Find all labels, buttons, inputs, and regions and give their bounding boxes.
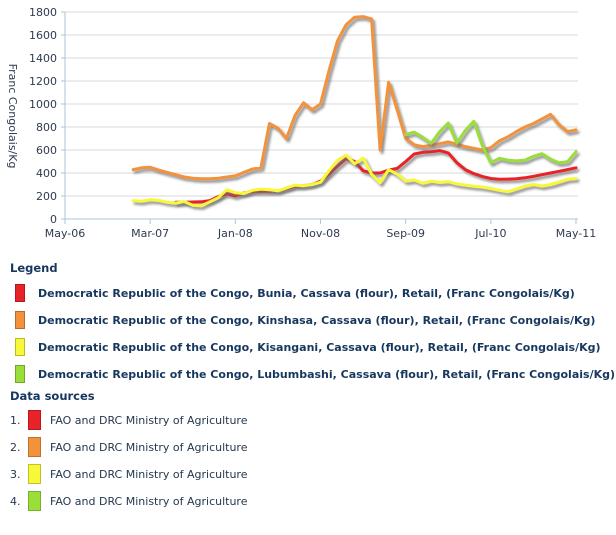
y-tick-label: 1400 bbox=[29, 52, 57, 65]
legend-swatch-yellow-icon bbox=[15, 338, 25, 356]
y-tick-label: 1800 bbox=[29, 6, 57, 19]
legend-swatch-red-icon bbox=[15, 284, 25, 302]
legend-swatch-orange-icon bbox=[15, 311, 25, 329]
legend-item-lubumbashi: Democratic Republic of the Congo, Lubumb… bbox=[15, 365, 616, 383]
y-tick-label: 800 bbox=[36, 121, 57, 134]
x-tick-label: May-06 bbox=[45, 227, 86, 240]
x-tick-label: Nov-08 bbox=[301, 227, 340, 240]
legend-item-kisangani: Democratic Republic of the Congo, Kisang… bbox=[15, 338, 616, 356]
series-line-kisangani bbox=[131, 153, 578, 208]
legend-label: Democratic Republic of the Congo, Lubumb… bbox=[38, 367, 616, 381]
legend-heading: Legend bbox=[10, 261, 58, 275]
legend-swatch-green-icon bbox=[15, 365, 25, 383]
y-tick-label: 1000 bbox=[29, 98, 57, 111]
data-source-swatch-orange-icon bbox=[28, 437, 41, 457]
legend-label: Democratic Republic of the Congo, Kinsha… bbox=[38, 313, 596, 327]
legend-label: Democratic Republic of the Congo, Kisang… bbox=[38, 340, 601, 354]
data-source-number: 4. bbox=[10, 494, 21, 508]
data-source-swatch-red-icon bbox=[28, 410, 41, 430]
legend-section: Legend Democratic Republic of the Congo,… bbox=[0, 252, 616, 383]
data-source-number: 1. bbox=[10, 413, 21, 427]
x-tick-label: Mar-07 bbox=[131, 227, 169, 240]
data-source-item-2: 2. FAO and DRC Ministry of Agriculture bbox=[10, 437, 616, 457]
data-source-swatch-yellow-icon bbox=[28, 464, 41, 484]
data-sources-section: Data sources 1. FAO and DRC Ministry of … bbox=[0, 383, 616, 511]
data-source-label: FAO and DRC Ministry of Agriculture bbox=[50, 413, 248, 427]
chart-svg: 0 200 400 600 800 1000 1200 1400 1600 1800 May-06 M… bbox=[6, 6, 597, 240]
y-tick-label: 400 bbox=[36, 167, 57, 180]
legend-item-kinshasa: Democratic Republic of the Congo, Kinsha… bbox=[15, 311, 616, 329]
y-tick-label: 1600 bbox=[29, 29, 57, 42]
y-tick-label: 0 bbox=[50, 213, 57, 226]
x-tick-label: Sep-09 bbox=[386, 227, 425, 240]
data-source-item-4: 4. FAO and DRC Ministry of Agriculture bbox=[10, 491, 616, 511]
y-axis-title: Franc Congolais/Kg bbox=[6, 64, 19, 169]
y-tick-label: 600 bbox=[36, 144, 57, 157]
price-line-chart: 0 200 400 600 800 1000 1200 1400 1600 1800 May-06 M… bbox=[0, 0, 616, 252]
data-source-label: FAO and DRC Ministry of Agriculture bbox=[50, 467, 248, 481]
data-source-label: FAO and DRC Ministry of Agriculture bbox=[50, 440, 248, 454]
legend-item-bunia: Democratic Republic of the Congo, Bunia,… bbox=[15, 284, 616, 302]
data-source-label: FAO and DRC Ministry of Agriculture bbox=[50, 494, 248, 508]
x-tick-label: Jul-10 bbox=[474, 227, 506, 240]
data-source-item-3: 3. FAO and DRC Ministry of Agriculture bbox=[10, 464, 616, 484]
data-source-number: 3. bbox=[10, 467, 21, 481]
data-source-swatch-green-icon bbox=[28, 491, 41, 511]
data-source-number: 2. bbox=[10, 440, 21, 454]
series-line-lubumbashi bbox=[404, 119, 578, 165]
x-tick-label: Jan-08 bbox=[217, 227, 253, 240]
y-tick-label: 200 bbox=[36, 190, 57, 203]
data-source-item-1: 1. FAO and DRC Ministry of Agriculture bbox=[10, 410, 616, 430]
data-sources-heading: Data sources bbox=[10, 389, 95, 403]
x-tick-label: May-11 bbox=[556, 227, 597, 240]
series-line-kinshasa bbox=[131, 15, 578, 181]
y-tick-label: 1200 bbox=[29, 75, 57, 88]
legend-label: Democratic Republic of the Congo, Bunia,… bbox=[38, 286, 575, 300]
